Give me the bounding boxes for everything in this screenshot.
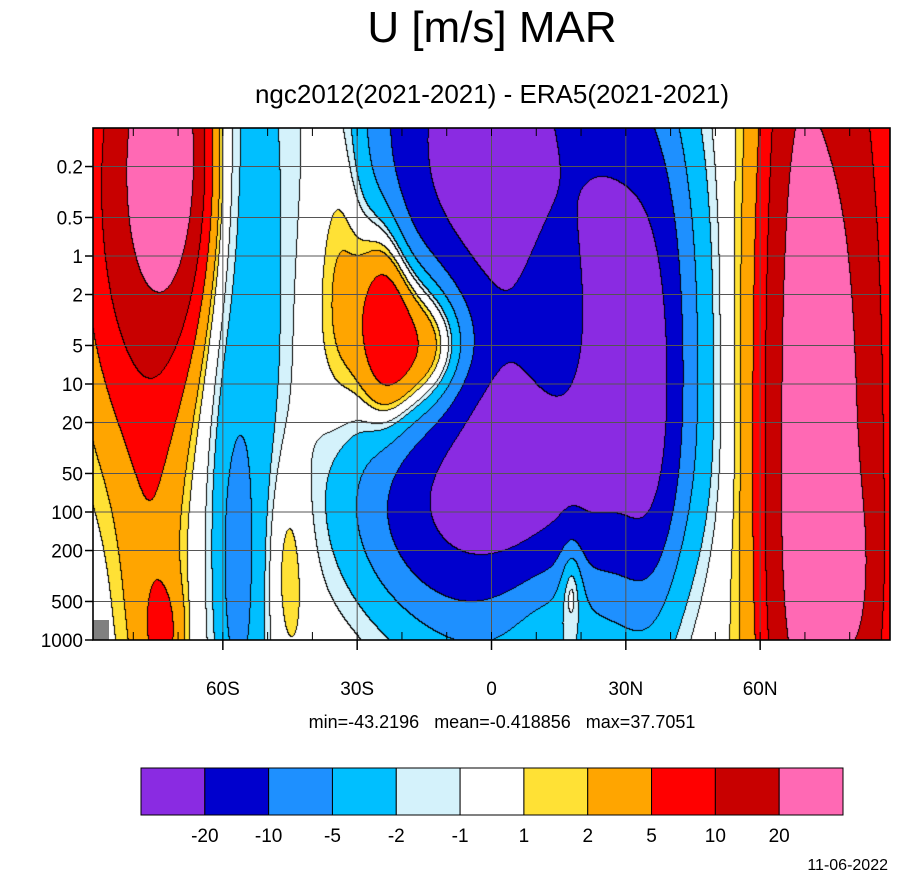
y-tick-label: 1000 — [41, 631, 83, 652]
colorbar-label: -20 — [191, 826, 218, 847]
x-tick-label: 30S — [340, 679, 374, 700]
colorbar-swatch — [395, 767, 461, 816]
colorbar-label: 5 — [646, 826, 657, 847]
y-tick-label: 0.2 — [57, 158, 83, 179]
colorbar-swatch — [651, 767, 716, 816]
axis-ticks — [85, 128, 851, 650]
colorbar-labels: -20 -10 -5 -2 -1 1 2 5 10 20 — [191, 826, 790, 847]
colorbar-swatch — [778, 767, 844, 816]
y-tick-label: 5 — [72, 336, 83, 357]
colorbar-label: -10 — [255, 826, 282, 847]
stats-line: min=-43.2196 mean=-0.418856 max=37.7051 — [309, 712, 696, 732]
colorbar — [140, 767, 844, 816]
chart-subtitle: ngc2012(2021-2021) - ERA5(2021-2021) — [255, 79, 729, 109]
colorbar-swatch — [140, 767, 206, 816]
y-tick-label: 20 — [62, 414, 83, 435]
date-stamp: 11-06-2022 — [807, 857, 888, 874]
grid-lines — [93, 128, 890, 640]
x-tick-label: 0 — [486, 679, 497, 700]
y-tick-labels: 0.2 0.5 1 2 5 10 20 50 100 200 500 1000 — [41, 158, 83, 652]
x-tick-label: 30N — [608, 679, 643, 700]
y-tick-label: 10 — [62, 375, 83, 396]
colorbar-swatch — [268, 767, 333, 816]
colorbar-swatch — [714, 767, 780, 816]
colorbar-swatch — [459, 767, 525, 816]
y-tick-label: 200 — [51, 542, 83, 563]
colorbar-swatch — [523, 767, 589, 816]
colorbar-swatch — [587, 767, 653, 816]
y-tick-label: 100 — [51, 503, 83, 524]
x-tick-label: 60S — [206, 679, 240, 700]
colorbar-label: 10 — [705, 826, 726, 847]
y-tick-label: 2 — [72, 286, 83, 307]
colorbar-label: -1 — [452, 826, 469, 847]
x-tick-label: 60N — [743, 679, 778, 700]
colorbar-label: 2 — [582, 826, 593, 847]
colorbar-label: 20 — [769, 826, 790, 847]
colorbar-swatch — [331, 767, 397, 816]
y-tick-label: 500 — [51, 592, 83, 613]
colorbar-label: 1 — [519, 826, 530, 847]
topography-mask — [93, 620, 109, 640]
y-tick-label: 50 — [62, 464, 83, 485]
plot-frame — [92, 127, 891, 641]
colorbar-label: -2 — [388, 826, 405, 847]
x-tick-labels: 60S 30S 0 30N 60N — [206, 679, 778, 700]
colorbar-label: -5 — [324, 826, 341, 847]
y-tick-label: 1 — [72, 247, 83, 268]
chart-title: U [m/s] MAR — [367, 3, 616, 52]
y-tick-label: 0.5 — [57, 208, 83, 229]
colorbar-swatch — [204, 767, 270, 816]
